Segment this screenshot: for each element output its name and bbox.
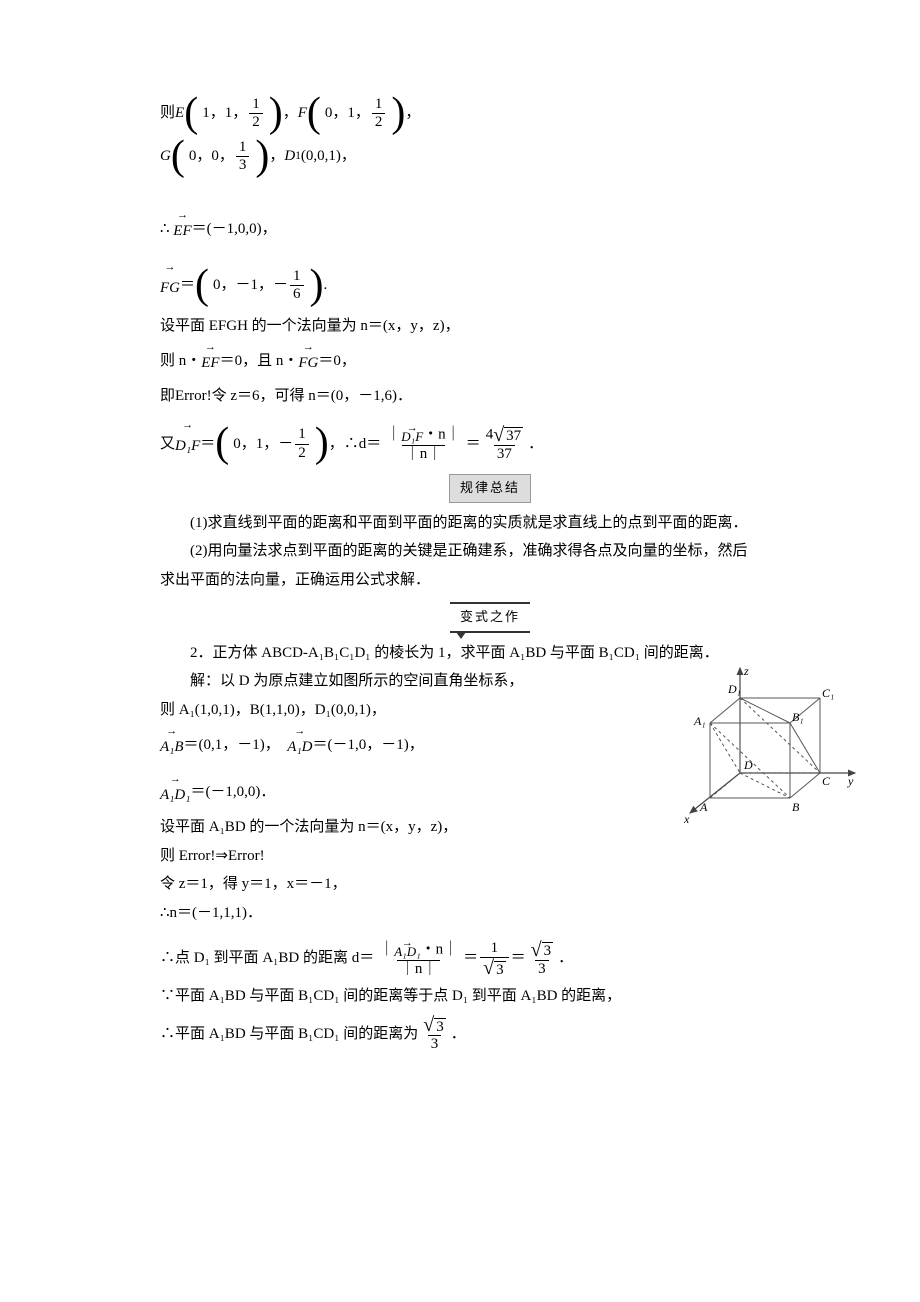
A1B-vector: →A₁B <box>160 728 184 762</box>
line-set-normal: 设平面 EFGH 的一个法向量为 n＝(x，y，z)， <box>160 312 820 341</box>
svg-text:C₁: C₁ <box>822 686 834 700</box>
E-coords: ( 1，1，12 ) <box>184 94 283 133</box>
F-coords: ( 0，1，12 ) <box>307 94 406 133</box>
A1D-value: ＝(－1,0，－1)， <box>313 731 424 760</box>
E-label: E <box>175 94 184 133</box>
A1D1-vector: →A₁D₁ <box>160 776 190 810</box>
final-reason: ∵平面 A₁BD 与平面 B₁CD₁ 间的距离等于点 D₁ 到平面 A₁BD 的… <box>160 982 820 1011</box>
distance-2-step: 1 √3 <box>480 940 508 978</box>
F-label: F <box>298 94 307 133</box>
svg-text:y: y <box>847 774 854 788</box>
svg-text:D: D <box>743 758 753 772</box>
line-G-D1: G ( 0，0，13 ) ， D1 (0,0,1) ， <box>160 137 820 176</box>
A1B-value: ＝(0,1，－1)， <box>184 731 280 760</box>
rule-2a: (2)用向量法求点到平面的距离的关键是正确建系，准确求得各点及向量的坐标，然后 <box>160 537 820 566</box>
line-distance-2: ∴点 D₁ 到平面 A₁BD 的距离 d＝ ｜→A₁D₁・n｜ ｜n｜ ＝ 1 … <box>160 939 820 978</box>
rule-2b: 求出平面的法向量，正确运用公式求解． <box>160 566 820 595</box>
svg-text:C: C <box>822 774 831 788</box>
distance-2-result: √3 3 <box>528 940 556 978</box>
svg-text:x: x <box>683 812 690 826</box>
svg-text:B₁: B₁ <box>792 710 804 724</box>
line-EF-vector: ∴ →EF ＝(－1,0,0)， <box>160 212 820 246</box>
G-coords: ( 0，0，13 ) <box>171 137 270 176</box>
A1D1-value: ＝(－1,0,0)． <box>190 778 275 807</box>
line-E-F: 则 E ( 1，1，12 ) ， F ( 0，1，12 ) ， <box>160 94 820 133</box>
rule-1: (1)求直线到平面的距离和平面到平面的距离的实质就是求直线上的点到平面的距离． <box>160 509 820 538</box>
line-D1F-distance: 又 →D₁F ＝ ( 0，1，－12 ) ，∴d＝ ｜→D₁F・n｜ ｜n｜ ＝… <box>160 422 820 466</box>
svg-text:A₁: A₁ <box>693 714 706 728</box>
EF-value: ＝(－1,0,0)， <box>192 215 277 244</box>
svg-text:z: z <box>743 664 749 678</box>
D1-label: D <box>284 137 295 176</box>
distance-2-formula: ｜→A₁D₁・n｜ ｜n｜ <box>376 940 461 978</box>
distance-result: 4√37 37 <box>483 425 526 463</box>
G-label: G <box>160 137 171 176</box>
variant-badge: 变式之作 <box>450 602 530 633</box>
FG-vector: →FG <box>160 264 180 308</box>
cube-diagram: z y x A B C D A₁ B₁ C₁ D₁ <box>670 663 860 828</box>
line-FG-vector: →FG ＝ ( 0，－1，－16 ) . <box>160 264 820 308</box>
FG-value: ( 0，－1，－16 ) <box>195 266 324 305</box>
D1-coords: (0,0,1) <box>301 137 341 176</box>
svg-text:B: B <box>792 800 800 814</box>
line-error-solve: 即Error!令 z＝6，可得 n＝(0，－1,6)． <box>160 382 820 411</box>
error-line-2: 则 Error!⇒Error! <box>160 842 820 871</box>
n-value: ∴n＝(－1,1,1)． <box>160 899 820 928</box>
D1F-vector: →D₁F <box>175 422 200 466</box>
D1F-value: ( 0，1，－12 ) <box>215 425 329 464</box>
rules-badge: 规律总结 <box>449 474 531 503</box>
final-answer-value: √3 3 <box>420 1015 448 1053</box>
let-z-1: 令 z＝1，得 y＝1，x＝－1， <box>160 870 820 899</box>
svg-text:A: A <box>699 800 708 814</box>
svg-text:D₁: D₁ <box>727 682 741 696</box>
text: 则 <box>160 94 175 133</box>
FG-vector-2: →FG <box>298 344 318 378</box>
line-dot-zero: 则 n・ →EF ＝0，且 n・ →FG ＝0， <box>160 344 820 378</box>
final-answer: ∴平面 A₁BD 与平面 B₁CD₁ 间的距离为 √3 3 ． <box>160 1015 820 1054</box>
EF-vector: →EF <box>173 212 191 246</box>
therefore-symbol: ∴ <box>160 215 170 244</box>
A1D-vector: →A₁D <box>287 728 312 762</box>
EF-vector-2: →EF <box>201 344 219 378</box>
distance-formula: ｜→D₁F・n｜ ｜n｜ <box>383 425 463 463</box>
